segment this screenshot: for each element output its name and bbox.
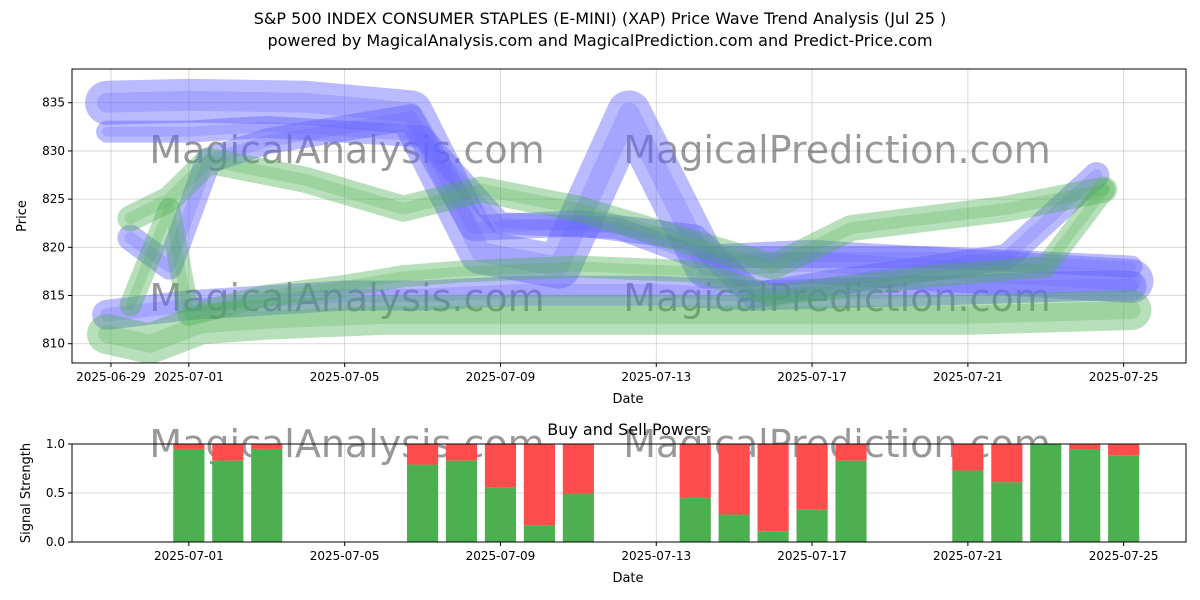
buy-bar <box>523 525 555 542</box>
wave-core-green-wave-upper <box>124 154 1111 273</box>
sell-bar <box>991 444 1023 483</box>
price-y-tick-label: 830 <box>42 144 65 158</box>
price-plot-frame <box>71 68 1187 364</box>
buy-bar <box>991 482 1023 542</box>
wave-band-green-wave-upper <box>117 147 1118 280</box>
buy-bar <box>835 460 867 542</box>
wave-band-blue-wave-lower <box>92 270 1147 330</box>
price-y-tick-label: 810 <box>42 337 65 351</box>
price-x-tick-label: 2025-07-25 <box>1089 370 1159 384</box>
buy-bar <box>212 460 244 542</box>
powers-y-tick-label: 0.0 <box>46 535 65 549</box>
buy-bar <box>679 497 711 542</box>
wave-band-blue-wave-zigzag <box>117 104 1110 309</box>
chart-title-line2: powered by MagicalAnalysis.com and Magic… <box>267 31 933 50</box>
buy-bar <box>718 514 750 542</box>
watermark-text: MagicalPrediction.com <box>623 276 1051 320</box>
price-x-tick-label: 2025-07-21 <box>933 370 1003 384</box>
buy-bar <box>406 464 439 542</box>
powers-x-tick-label: 2025-07-01 <box>154 549 224 563</box>
powers-y-axis-label: Signal Strength <box>19 443 34 543</box>
powers-y-tick-label: 0.5 <box>46 486 65 500</box>
buy-bar <box>1069 449 1101 542</box>
price-y-tick-label: 825 <box>42 192 65 206</box>
sell-bar <box>562 444 594 493</box>
watermark-text: MagicalAnalysis.com <box>149 128 544 172</box>
price-y-tick-label: 815 <box>42 289 65 303</box>
sell-bar <box>757 444 789 532</box>
price-x-tick-label: 2025-06-29 <box>76 370 146 384</box>
powers-x-tick-label: 2025-07-17 <box>777 549 847 563</box>
powers-x-axis-label: Date <box>612 571 643 586</box>
buy-bar <box>484 487 517 542</box>
buy-bar <box>796 509 828 542</box>
watermark-text: MagicalAnalysis.com <box>149 276 544 320</box>
powers-title: Buy and Sell Powers <box>547 420 709 439</box>
wave-core-green-wave-mid <box>125 184 1110 320</box>
price-x-tick-label: 2025-07-09 <box>466 370 536 384</box>
sell-bar <box>679 444 711 498</box>
sell-bar <box>1108 444 1140 456</box>
chart-title-line1: S&P 500 INDEX CONSUMER STAPLES (E-MINI) … <box>253 9 947 28</box>
wave-band-blue-wave-top <box>96 115 1143 278</box>
powers-axes: 2025-07-01 2025-07-05 2025-07-09 2025-07-13… <box>46 437 1159 563</box>
powers-x-tick-label: 2025-07-05 <box>310 549 380 563</box>
wave-core-blue-wave-main <box>97 90 1142 291</box>
sell-bar <box>952 444 984 471</box>
sell-bar <box>1069 444 1101 450</box>
buy-bar <box>1030 444 1062 542</box>
price-axes: 2025-06-29 2025-07-01 2025-07-05 2025-07-09… <box>42 96 1158 384</box>
sell-bar <box>484 444 517 488</box>
sell-bar <box>212 444 244 461</box>
sell-bar <box>173 444 205 449</box>
watermark-text: MagicalPrediction.com <box>623 128 1051 172</box>
wave-core-blue-wave-zigzag <box>124 111 1103 302</box>
price-watermarks: MagicalAnalysis.com MagicalPrediction.com… <box>149 128 1050 320</box>
sell-bar <box>835 444 867 461</box>
wave-core-green-wave-lower <box>98 300 1141 353</box>
powers-y-tick-label: 1.0 <box>46 437 65 451</box>
price-x-tick-label: 2025-07-01 <box>154 370 224 384</box>
buy-bar <box>173 448 205 542</box>
buy-bar <box>757 531 789 542</box>
price-x-axis-label: Date <box>612 392 643 407</box>
price-x-tick-label: 2025-07-05 <box>310 370 380 384</box>
buy-bar <box>952 470 984 542</box>
buy-bar <box>445 460 478 542</box>
price-x-tick-label: 2025-07-13 <box>621 370 691 384</box>
price-x-tick-label: 2025-07-17 <box>777 370 847 384</box>
powers-x-tick-label: 2025-07-13 <box>621 549 691 563</box>
powers-x-tick-label: 2025-07-25 <box>1089 549 1159 563</box>
wave-band-green-wave-mid <box>119 178 1116 326</box>
wave-band-green-wave-lower <box>87 289 1152 363</box>
price-grid <box>72 69 1186 363</box>
price-y-tick-label: 820 <box>42 240 65 254</box>
sell-bar <box>445 444 478 461</box>
wave-band-blue-wave-main <box>85 78 1154 304</box>
wave-core-blue-wave-top <box>102 121 1137 272</box>
powers-x-tick-label: 2025-07-09 <box>466 549 536 563</box>
sell-bar <box>796 444 828 510</box>
sell-bar <box>523 444 555 526</box>
price-y-axis-label: Price <box>15 200 30 232</box>
buy-bar <box>1108 455 1140 542</box>
price-wave-bands <box>85 78 1154 363</box>
sell-bar <box>718 444 750 515</box>
sell-bar <box>251 444 283 449</box>
buy-bar <box>562 493 594 542</box>
powers-bars <box>173 444 1140 542</box>
wave-core-blue-wave-lower <box>100 279 1139 322</box>
buy-bar <box>251 448 283 542</box>
sell-bar <box>406 444 439 465</box>
price-y-tick-label: 835 <box>42 96 65 110</box>
powers-x-tick-label: 2025-07-21 <box>933 549 1003 563</box>
